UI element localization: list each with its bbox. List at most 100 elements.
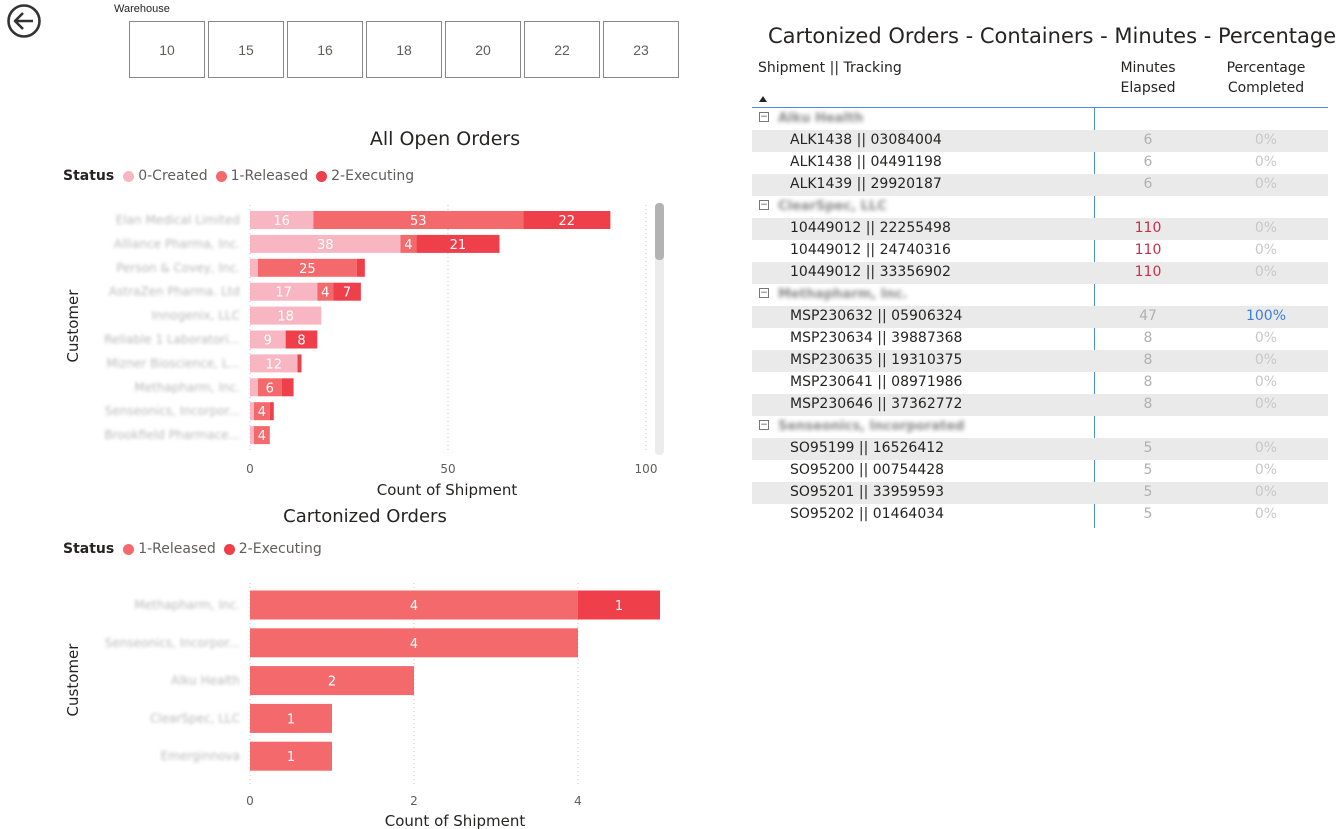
bar-segment[interactable] [250,666,414,696]
table-row[interactable]: 10449012 || 33356902 110 0% [752,262,1328,284]
col-header-minutes[interactable]: Minutes Elapsed [1114,58,1182,98]
bar-segment[interactable] [250,354,298,373]
warehouse-tile[interactable]: 10 [129,21,205,78]
table-row[interactable]: SO95200 || 00754428 5 0% [752,460,1328,482]
bar-segment[interactable] [250,282,318,301]
bar-segment[interactable] [250,703,332,733]
category-label: ClearSpec, LLC [150,711,240,725]
bar-segment[interactable] [356,258,365,277]
legend-item-released[interactable]: 1-Released [215,168,308,184]
x-tick-label: 100 [635,462,658,476]
bar-segment[interactable] [250,741,332,771]
table-header: Shipment || Tracking Minutes Elapsed Per… [752,56,1328,108]
group-row[interactable]: − ClearSpec, LLC [752,196,1328,218]
bar-segment[interactable] [285,330,318,349]
scrollbar-track[interactable] [655,203,664,455]
bar-segment[interactable] [297,354,302,373]
scrollbar-thumb[interactable] [655,203,664,260]
bar-segment[interactable] [250,306,322,325]
collapse-icon[interactable]: − [759,112,769,122]
col-header-percentage[interactable]: Percentage Completed [1220,58,1312,98]
legend-label: 2-Executing [331,168,415,184]
minutes-elapsed-cell: 110 [1134,264,1162,280]
bar-data-label: 12 [265,357,282,372]
table-row[interactable]: 10449012 || 24740316 110 0% [752,240,1328,262]
bar-segment[interactable] [250,234,401,253]
col-header-minutes-line2: Elapsed [1120,80,1176,96]
bar-data-label: 1 [287,750,295,765]
group-name: Methapharm, Inc. [778,287,908,302]
legend-label: 2-Executing [238,541,322,557]
bar-segment[interactable] [523,211,611,229]
legend-item-created[interactable]: 0-Created [123,168,208,184]
bar-segment[interactable] [253,426,270,445]
bar-segment[interactable] [257,258,357,277]
table-row[interactable]: SO95201 || 33959593 5 0% [752,482,1328,504]
group-row[interactable]: − Alku Health [752,108,1328,130]
bar-segment[interactable] [250,628,578,658]
legend-item-released[interactable]: 1-Released [123,541,216,557]
bar-segment[interactable] [317,282,334,301]
table-row[interactable]: MSP230641 || 08971986 8 0% [752,372,1328,394]
sort-ascending-icon[interactable] [759,96,767,102]
bar-segment[interactable] [269,402,274,421]
table-row[interactable]: MSP230634 || 39887368 8 0% [752,328,1328,350]
bar-segment[interactable] [250,402,254,421]
group-row[interactable]: − Methapharm, Inc. [752,284,1328,306]
col-header-shipment[interactable]: Shipment || Tracking [758,60,902,76]
collapse-icon[interactable]: − [759,420,769,430]
shipment-tracking-cell: MSP230634 || 39887368 [790,330,963,346]
percentage-completed-cell: 0% [1254,220,1278,236]
category-label: Reliable 1 Laboratori... [104,333,240,347]
bar-data-label: 4 [410,599,418,614]
group-row[interactable]: − Senseonics, Incorporated [752,416,1328,438]
minutes-elapsed-cell: 5 [1143,484,1153,500]
group-name: ClearSpec, LLC [778,199,887,214]
bar-segment[interactable] [416,234,500,253]
table-row[interactable]: MSP230632 || 05906324 47 100% [752,306,1328,328]
table-row[interactable]: MSP230635 || 19310375 8 0% [752,350,1328,372]
bar-segment[interactable] [253,402,270,421]
collapse-icon[interactable]: − [759,200,769,210]
bar-segment[interactable] [250,590,578,620]
table-row[interactable]: ALK1438 || 03084004 6 0% [752,130,1328,152]
back-arrow-icon[interactable] [6,3,42,39]
bar-segment[interactable] [257,378,282,397]
percentage-completed-cell: 0% [1254,264,1278,280]
shipment-tracking-cell: SO95202 || 01464034 [790,506,945,522]
warehouse-tile[interactable]: 15 [208,21,284,78]
table-row[interactable]: ALK1438 || 04491198 6 0% [752,152,1328,174]
bar-segment[interactable] [250,378,258,397]
bar-data-label: 4 [258,429,266,444]
bar-segment[interactable] [250,426,254,445]
minutes-elapsed-cell: 6 [1143,132,1153,148]
bar-segment[interactable] [250,211,314,229]
legend-item-executing[interactable]: 2-Executing [223,541,322,557]
legend-title: Status [63,168,115,184]
shipment-tracking-cell: SO95201 || 33959593 [790,484,945,500]
warehouse-tile[interactable]: 16 [287,21,363,78]
warehouse-tile[interactable]: 23 [603,21,679,78]
bar-segment[interactable] [250,330,286,349]
bar-segment[interactable] [333,282,361,301]
table-row[interactable]: ALK1439 || 29920187 6 0% [752,174,1328,196]
col-header-minutes-line1: Minutes [1120,60,1176,76]
bar-segment[interactable] [578,590,660,620]
legend-item-executing[interactable]: 2-Executing [316,168,414,184]
bar-segment[interactable] [400,234,417,253]
collapse-icon[interactable]: − [759,288,769,298]
warehouse-tile[interactable]: 20 [445,21,521,78]
warehouse-tile[interactable]: 22 [524,21,600,78]
x-tick-label: 0 [246,462,254,476]
bar-segment[interactable] [281,378,294,397]
warehouse-tile[interactable]: 18 [366,21,442,78]
table-row[interactable]: MSP230646 || 37362772 8 0% [752,394,1328,416]
bar-data-label: 8 [297,334,305,349]
minutes-elapsed-cell: 8 [1143,396,1153,412]
category-label: AstraZen Pharma. Ltd [109,285,240,299]
table-row[interactable]: SO95202 || 01464034 5 0% [752,504,1328,526]
bar-segment[interactable] [250,258,258,277]
bar-segment[interactable] [313,211,524,229]
table-row[interactable]: SO95199 || 16526412 5 0% [752,438,1328,460]
table-row[interactable]: 10449012 || 22255498 110 0% [752,218,1328,240]
